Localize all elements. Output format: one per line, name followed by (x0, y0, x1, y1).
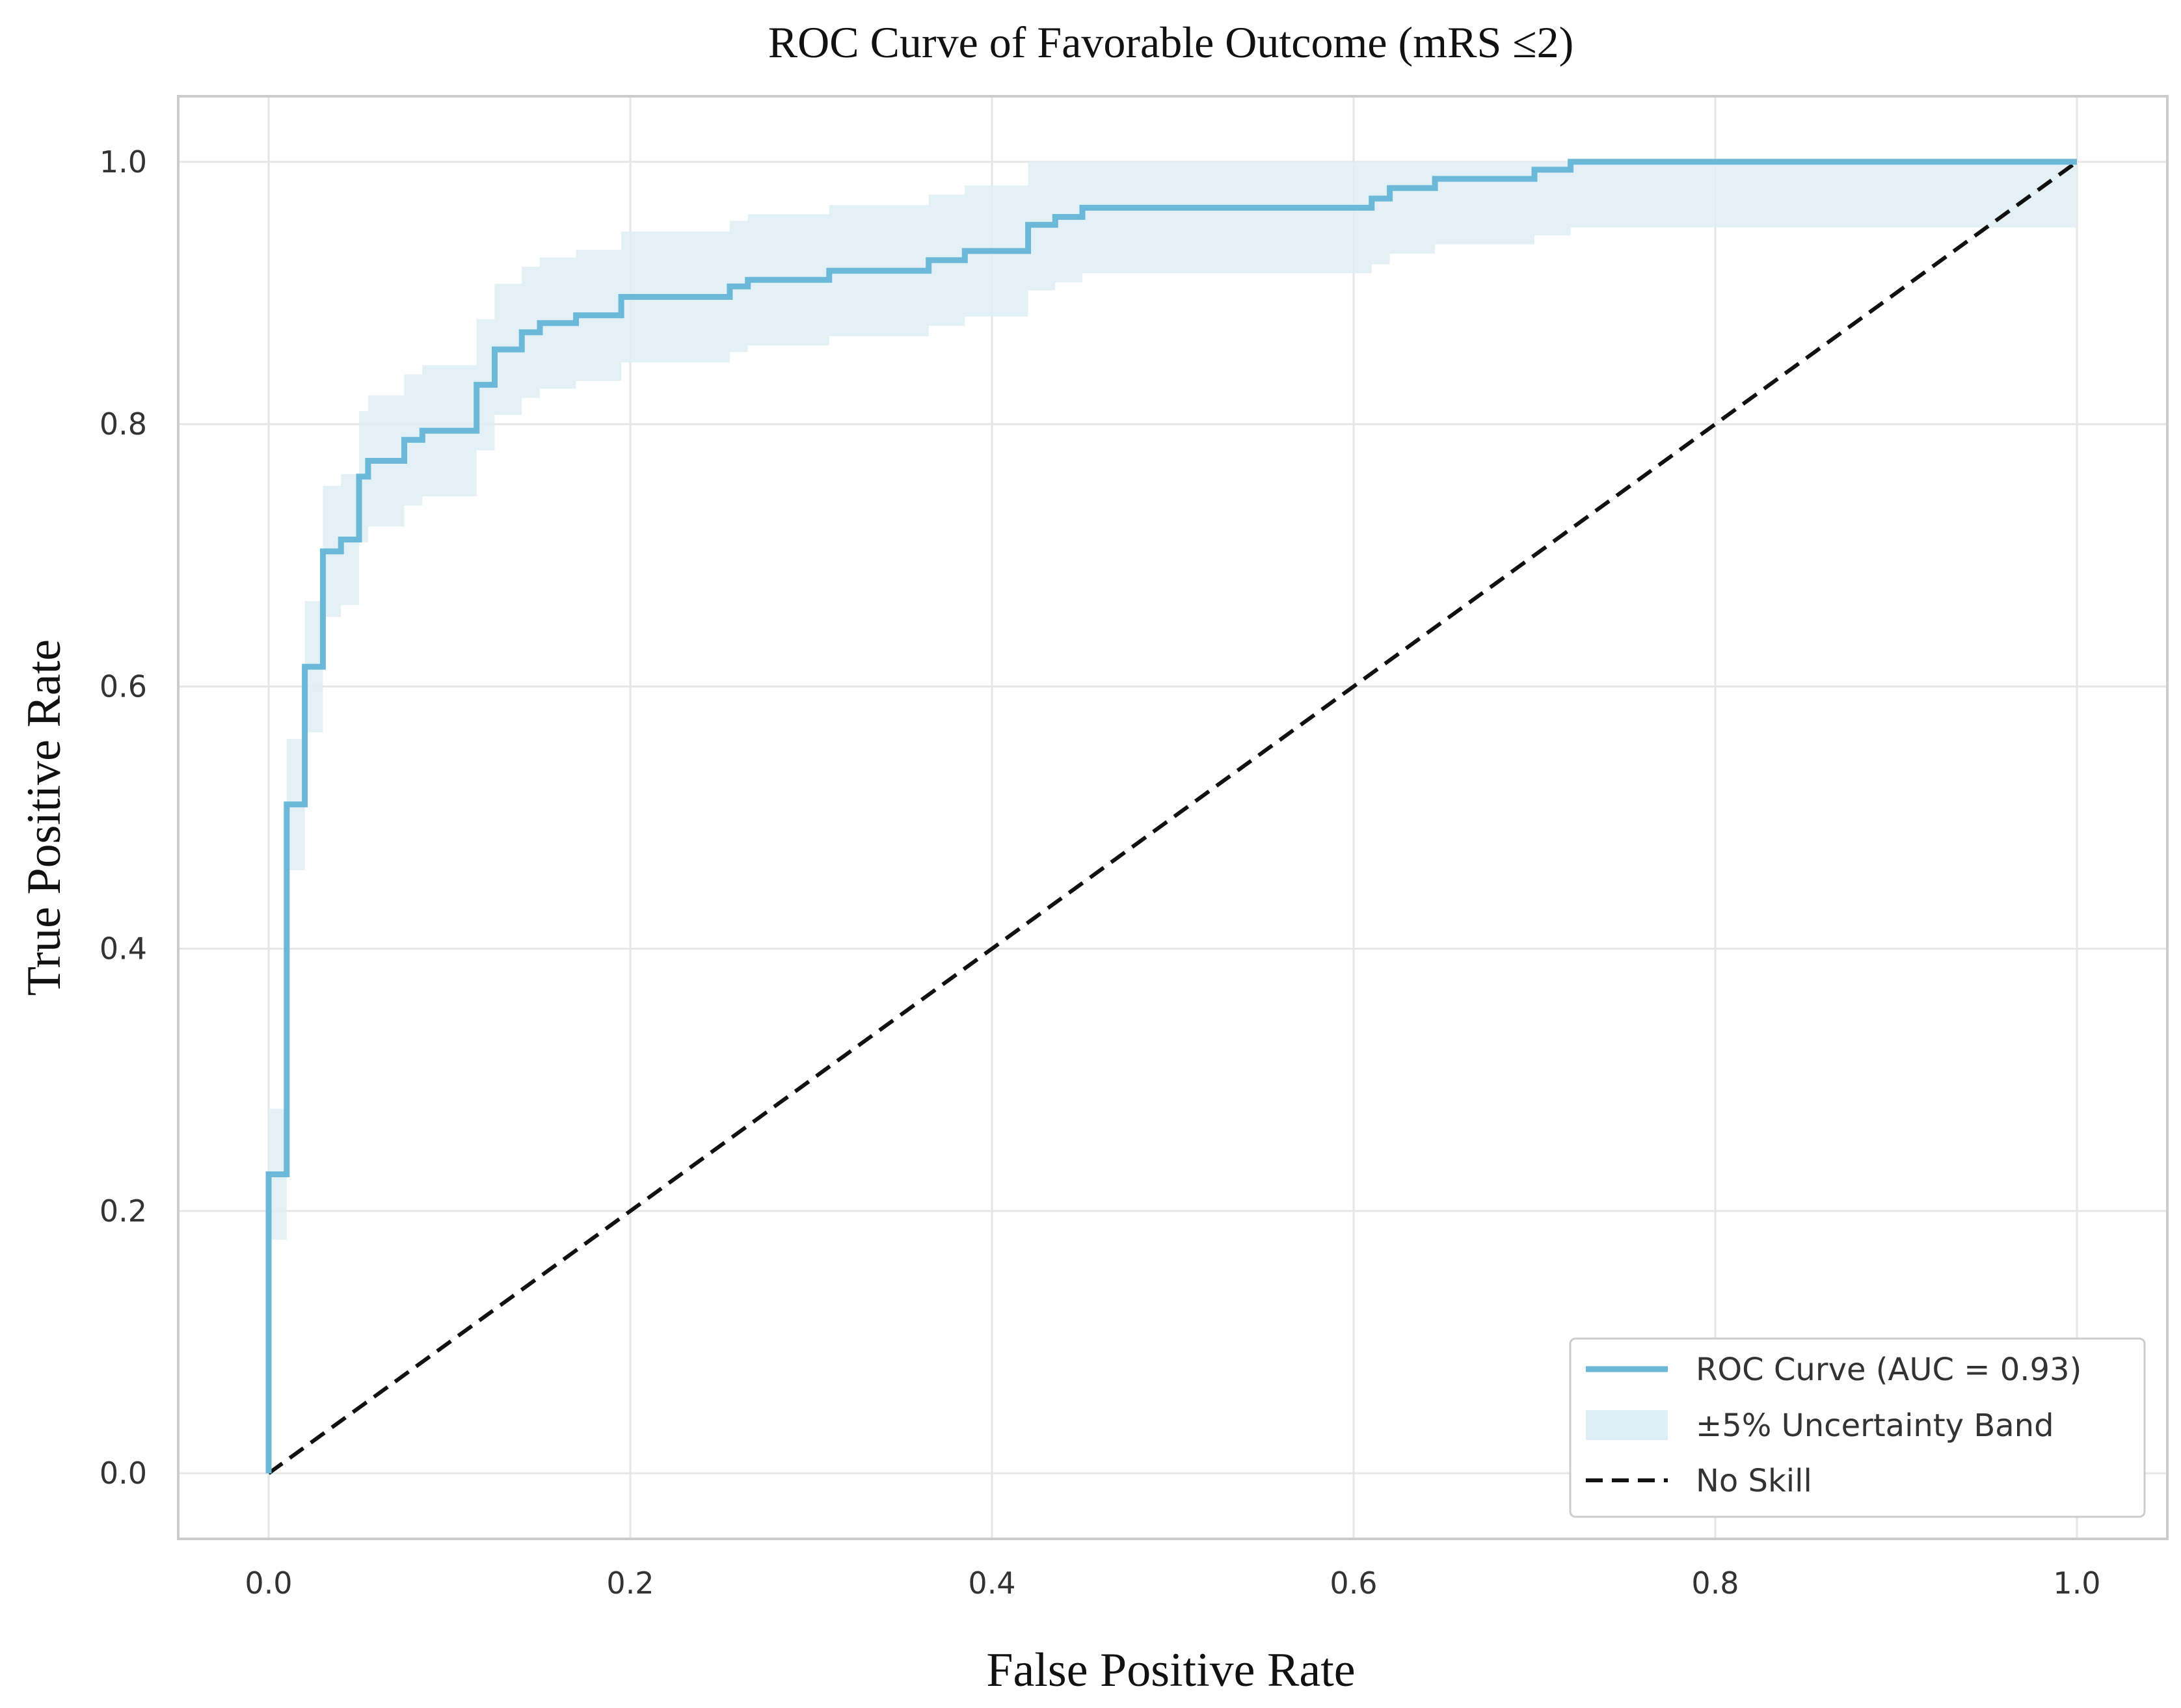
x-tick-label: 0.2 (606, 1566, 654, 1601)
grid-layer (178, 96, 2167, 1539)
x-tick-label: 0.0 (245, 1566, 292, 1601)
y-tick-label: 0.0 (100, 1456, 147, 1491)
y-tick-labels: 0.0 0.2 0.4 0.6 0.8 1.0 (100, 144, 147, 1491)
x-tick-labels: 0.0 0.2 0.4 0.6 0.8 1.0 (245, 1566, 2100, 1601)
legend-label-band: ±5% Uncertainty Band (1696, 1408, 2054, 1444)
plot-frame (177, 95, 2169, 1540)
x-tick-label: 1.0 (2053, 1566, 2100, 1601)
legend-band-swatch (1586, 1410, 1668, 1440)
y-tick-label: 0.6 (100, 669, 147, 704)
legend-label-noskill: No Skill (1696, 1463, 1812, 1499)
legend: ROC Curve (AUC = 0.93) ±5% Uncertainty B… (1569, 1337, 2146, 1518)
y-axis-label: True Positive Rate (18, 639, 71, 996)
no-skill-line (267, 160, 2078, 1475)
series-layer (265, 159, 2078, 1475)
chart-title: ROC Curve of Favorable Outcome (mRS ≤2) (768, 18, 1573, 67)
y-tick-label: 0.2 (100, 1194, 147, 1229)
legend-box (1569, 1337, 2146, 1518)
x-tick-label: 0.8 (1691, 1566, 1739, 1601)
legend-label-roc: ROC Curve (AUC = 0.93) (1696, 1352, 2081, 1388)
y-tick-label: 0.4 (100, 931, 147, 967)
x-tick-label: 0.4 (968, 1566, 1015, 1601)
y-tick-label: 1.0 (100, 144, 147, 180)
y-tick-label: 0.8 (100, 407, 147, 442)
roc-curve-line (265, 159, 2077, 1474)
x-tick-label: 0.6 (1330, 1566, 1377, 1601)
x-axis-label: False Positive Rate (986, 1644, 1355, 1697)
